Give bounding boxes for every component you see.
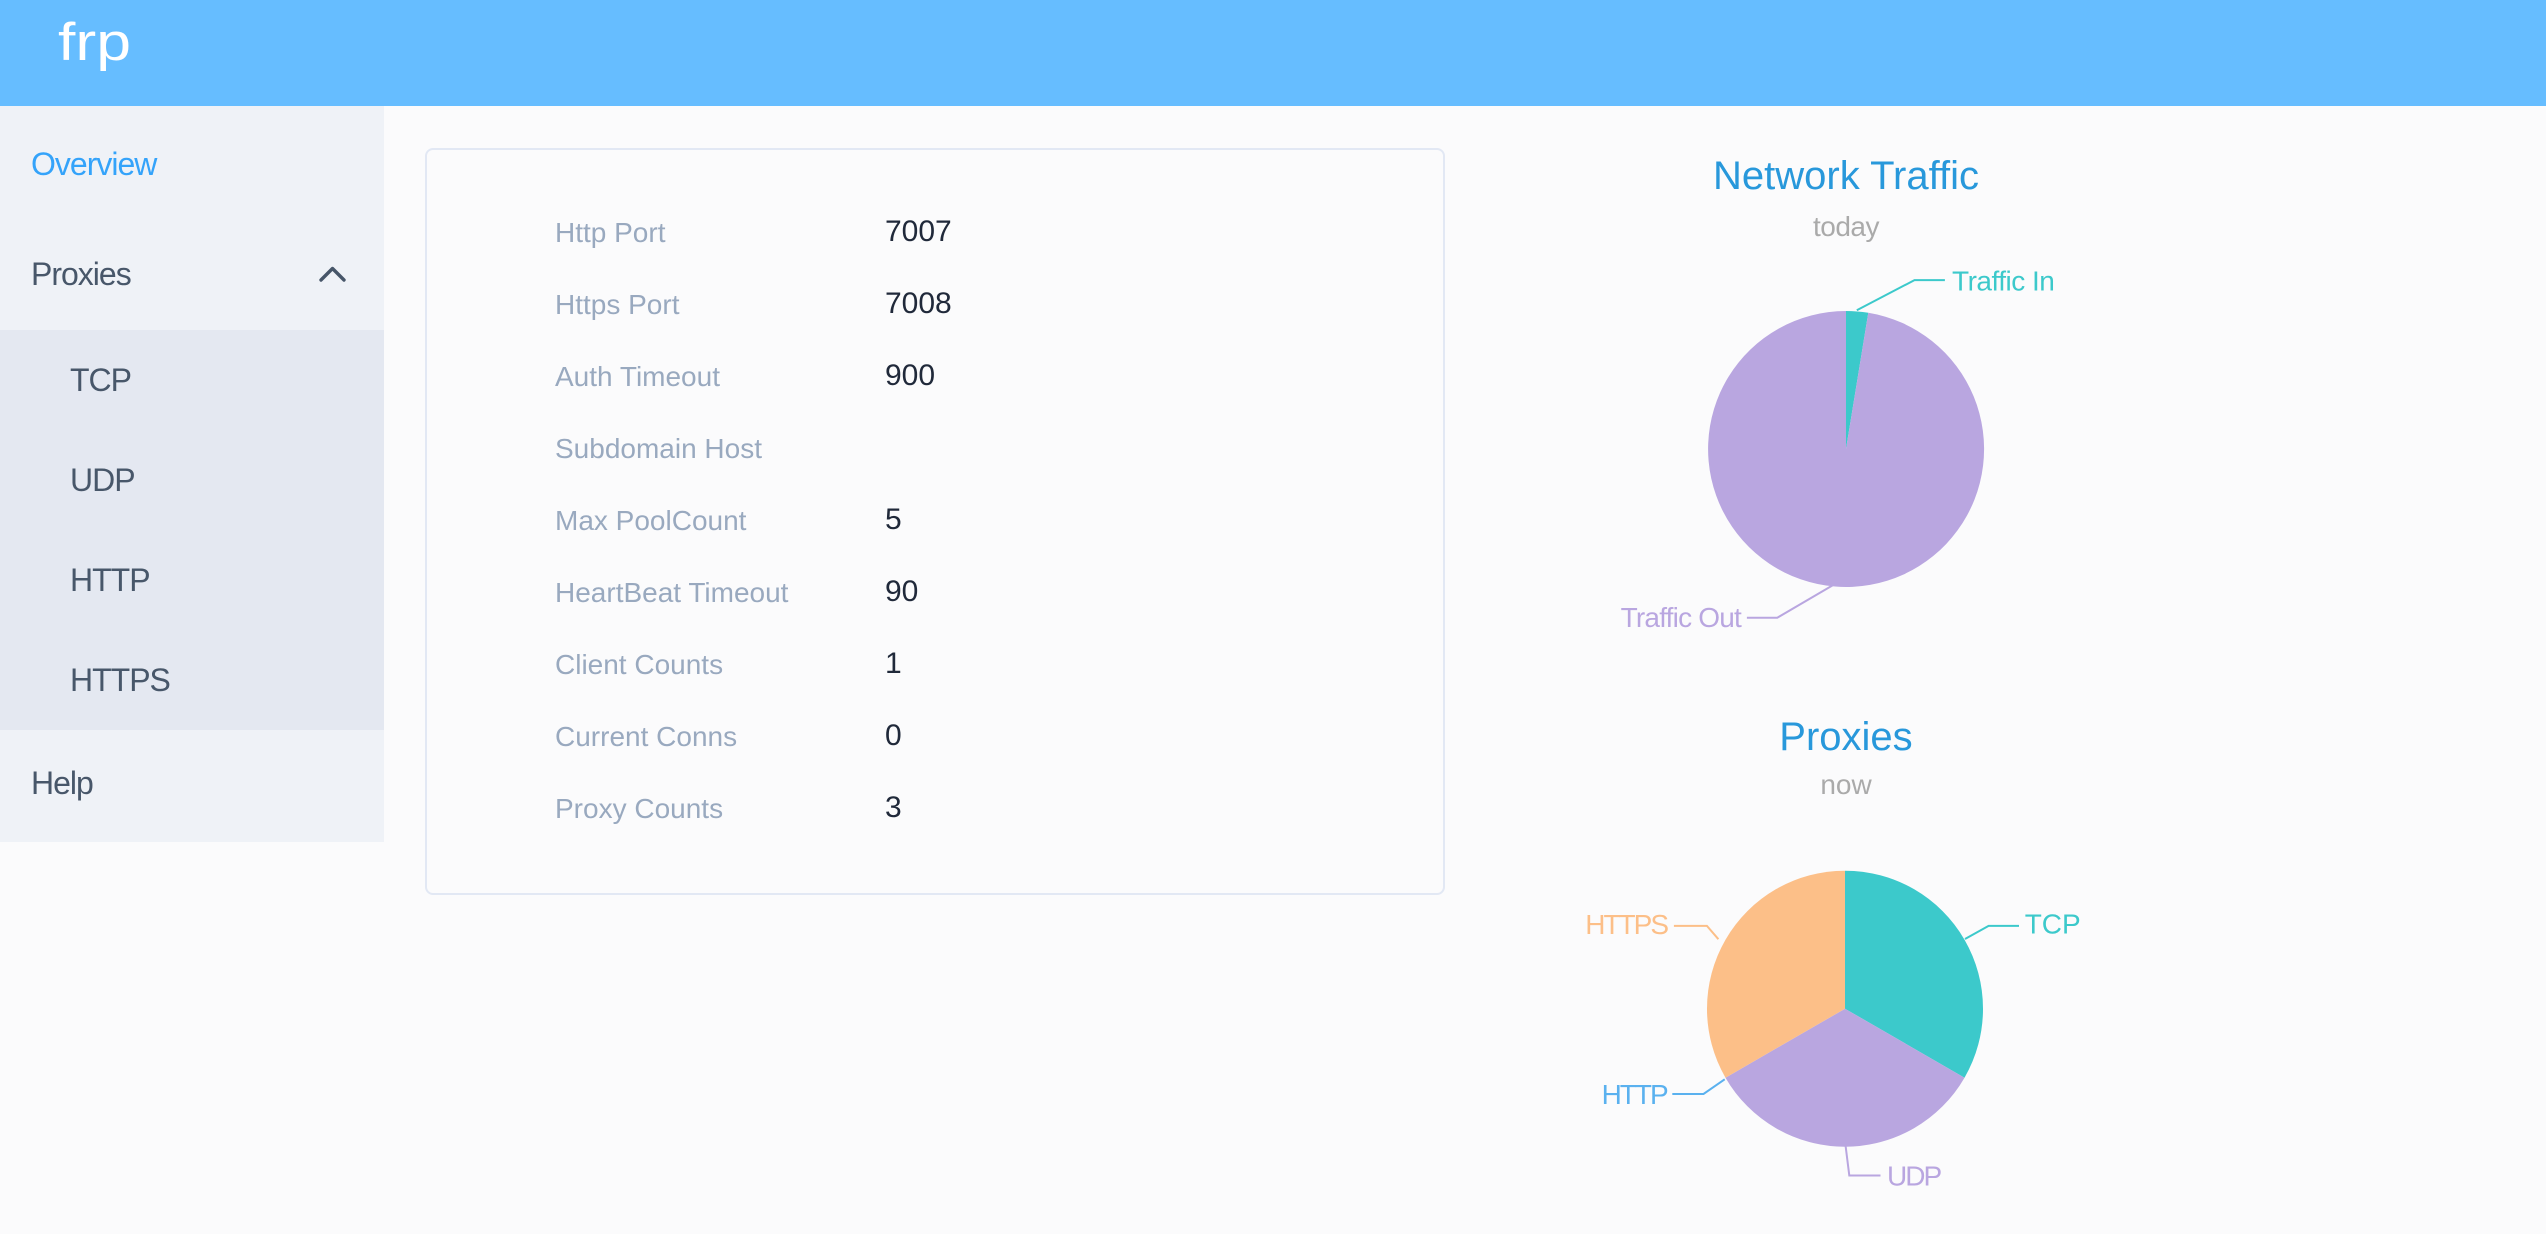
svg-text:HTTPS: HTTPS [1585,909,1668,940]
svg-text:today: today [1813,211,1879,242]
svg-text:Network Traffic: Network Traffic [1713,154,1979,198]
svg-text:TCP: TCP [2025,909,2081,940]
svg-text:now: now [1820,769,1872,800]
svg-text:Traffic In: Traffic In [1952,266,2054,297]
svg-text:Proxies: Proxies [1779,715,1912,759]
svg-text:UDP: UDP [1887,1161,1941,1192]
svg-text:HTTP: HTTP [1602,1079,1668,1110]
svg-text:Traffic Out: Traffic Out [1621,602,1742,633]
